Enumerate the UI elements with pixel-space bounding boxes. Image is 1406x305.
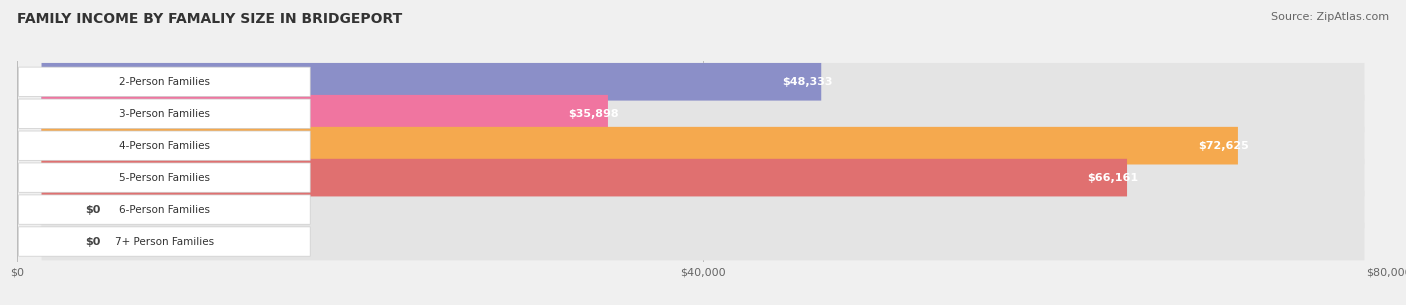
Text: FAMILY INCOME BY FAMALIY SIZE IN BRIDGEPORT: FAMILY INCOME BY FAMALIY SIZE IN BRIDGEP… (17, 12, 402, 26)
FancyBboxPatch shape (42, 63, 821, 101)
Text: 7+ Person Families: 7+ Person Families (115, 237, 214, 246)
FancyBboxPatch shape (42, 63, 1364, 101)
Text: 4-Person Families: 4-Person Families (120, 141, 209, 151)
FancyBboxPatch shape (42, 95, 1364, 133)
Text: 3-Person Families: 3-Person Families (120, 109, 209, 119)
Text: $66,161: $66,161 (1087, 173, 1137, 183)
FancyBboxPatch shape (18, 67, 311, 96)
FancyBboxPatch shape (18, 131, 311, 160)
Text: Source: ZipAtlas.com: Source: ZipAtlas.com (1271, 12, 1389, 22)
Text: 6-Person Families: 6-Person Families (120, 205, 209, 215)
Text: 2-Person Families: 2-Person Families (120, 77, 209, 87)
FancyBboxPatch shape (42, 95, 607, 133)
FancyBboxPatch shape (18, 227, 311, 256)
FancyBboxPatch shape (18, 195, 311, 224)
Text: $0: $0 (86, 237, 101, 246)
Text: 5-Person Families: 5-Person Families (120, 173, 209, 183)
FancyBboxPatch shape (42, 191, 1364, 228)
FancyBboxPatch shape (18, 99, 311, 128)
FancyBboxPatch shape (42, 159, 1364, 196)
FancyBboxPatch shape (42, 127, 1364, 164)
FancyBboxPatch shape (42, 127, 1237, 164)
FancyBboxPatch shape (42, 159, 1128, 196)
Text: $0: $0 (86, 205, 101, 215)
Text: $48,333: $48,333 (782, 77, 832, 87)
Text: $72,625: $72,625 (1198, 141, 1249, 151)
Text: $35,898: $35,898 (568, 109, 619, 119)
FancyBboxPatch shape (18, 163, 311, 192)
FancyBboxPatch shape (42, 223, 1364, 260)
